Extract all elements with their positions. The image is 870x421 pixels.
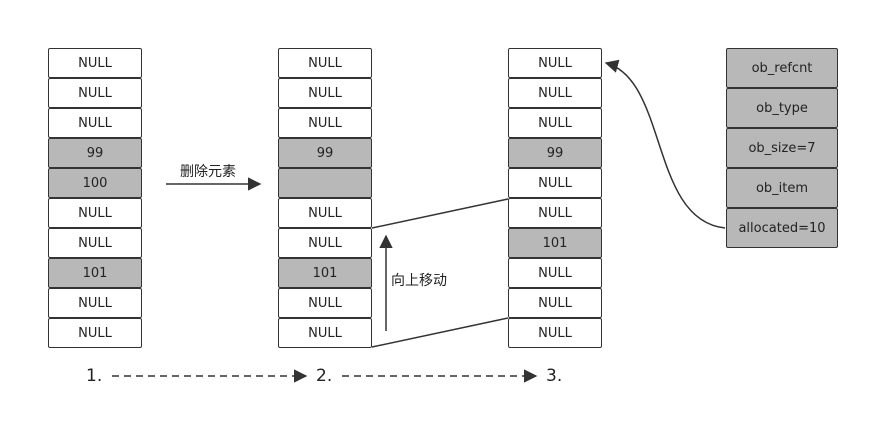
list3-cell: NULL (508, 198, 602, 228)
list1-cell: NULL (48, 318, 142, 348)
object-field: ob_refcnt (726, 48, 838, 88)
list2-cell: NULL (278, 198, 372, 228)
move-up-label: 向上移动 (391, 273, 447, 289)
ob-item-pointer (604, 59, 726, 229)
list3-cell: NULL (508, 318, 602, 348)
list1-cell: NULL (48, 288, 142, 318)
list1-cell: NULL (48, 198, 142, 228)
list1-cell: NULL (48, 228, 142, 258)
list2-cell (278, 168, 372, 198)
shift-line-bottom (371, 317, 509, 348)
list2-cell: NULL (278, 78, 372, 108)
step-3-label: 3. (546, 366, 563, 386)
object-field: ob_item (726, 168, 838, 208)
list1-cell: 101 (48, 258, 142, 288)
list2-cell: NULL (278, 228, 372, 258)
list3-cell: 99 (508, 138, 602, 168)
step-2-label: 2. (316, 366, 333, 386)
step-1-label: 1. (86, 366, 103, 386)
list1-cell: NULL (48, 108, 142, 138)
list3-cell: NULL (508, 288, 602, 318)
list2-cell: 99 (278, 138, 372, 168)
list2-cell: NULL (278, 108, 372, 138)
list2-cell: NULL (278, 318, 372, 348)
shift-line-top (371, 198, 509, 229)
list3-cell: 101 (508, 228, 602, 258)
object-field: allocated=10 (726, 208, 838, 248)
list3-cell: NULL (508, 108, 602, 138)
delete-label: 删除元素 (180, 164, 236, 180)
list3-cell: NULL (508, 168, 602, 198)
list3-cell: NULL (508, 78, 602, 108)
list1-cell: NULL (48, 78, 142, 108)
list3-cell: NULL (508, 48, 602, 78)
list3-cell: NULL (508, 258, 602, 288)
list1-cell: 99 (48, 138, 142, 168)
object-field: ob_size=7 (726, 128, 838, 168)
list2-cell: NULL (278, 288, 372, 318)
list2-cell: NULL (278, 48, 372, 78)
list1-cell: 100 (48, 168, 142, 198)
object-field: ob_type (726, 88, 838, 128)
list1-cell: NULL (48, 48, 142, 78)
list2-cell: 101 (278, 258, 372, 288)
